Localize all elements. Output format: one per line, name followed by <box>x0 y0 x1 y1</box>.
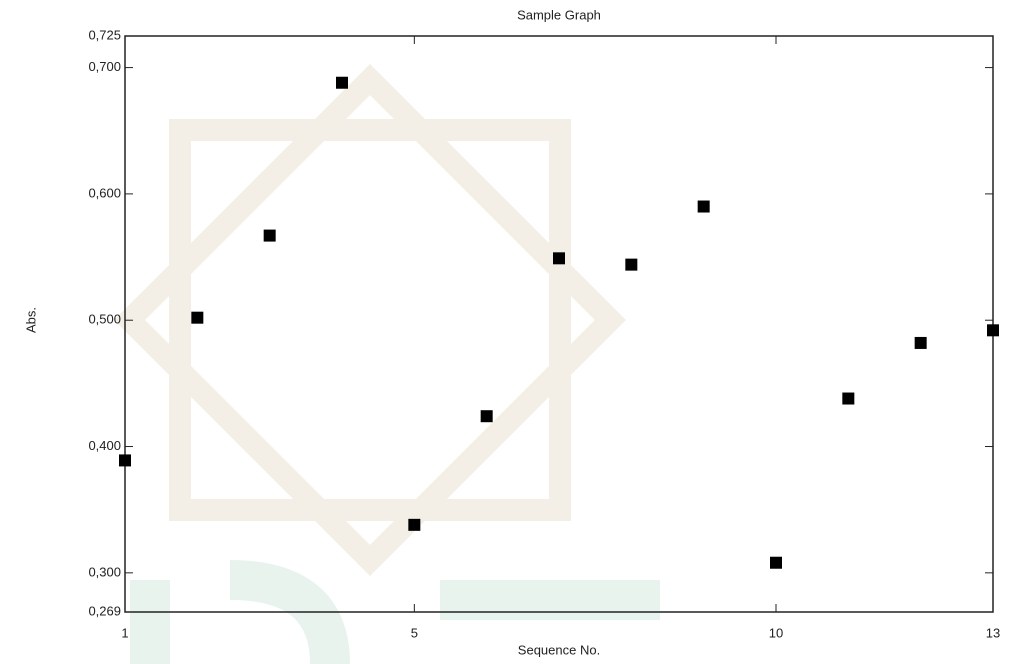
point <box>191 312 203 324</box>
point <box>698 201 710 213</box>
point <box>625 259 637 271</box>
point <box>408 519 420 531</box>
x-tick-label: 10 <box>769 625 783 640</box>
x-tick-label: 5 <box>411 625 418 640</box>
x-axis-label: Sequence No. <box>518 642 600 657</box>
x-tick-label: 1 <box>121 625 128 640</box>
y-tick-label: 0,500 <box>88 312 121 327</box>
y-tick-label: 0,700 <box>88 59 121 74</box>
y-tick-label: 0,725 <box>88 27 121 42</box>
chart: Sample Graph Sequence No. Abs. 0,269 0,30… <box>0 0 1009 664</box>
point <box>481 410 493 422</box>
chart-title: Sample Graph <box>517 7 601 22</box>
page: Sample Graph Sequence No. Abs. 0,269 0,30… <box>0 0 1009 664</box>
point <box>336 77 348 89</box>
y-axis-label: Abs. <box>23 307 38 333</box>
point <box>264 230 276 242</box>
point <box>915 337 927 349</box>
point <box>553 252 565 264</box>
y-tick-label: 0,600 <box>88 185 121 200</box>
y-tick-label: 0,300 <box>88 564 121 579</box>
point <box>770 557 782 569</box>
point <box>842 393 854 405</box>
y-tick-label: 0,400 <box>88 438 121 453</box>
point <box>987 324 999 336</box>
watermark <box>130 80 660 664</box>
y-tick-label: 0,269 <box>88 603 121 618</box>
point <box>119 454 131 466</box>
x-tick-label: 13 <box>986 625 1000 640</box>
